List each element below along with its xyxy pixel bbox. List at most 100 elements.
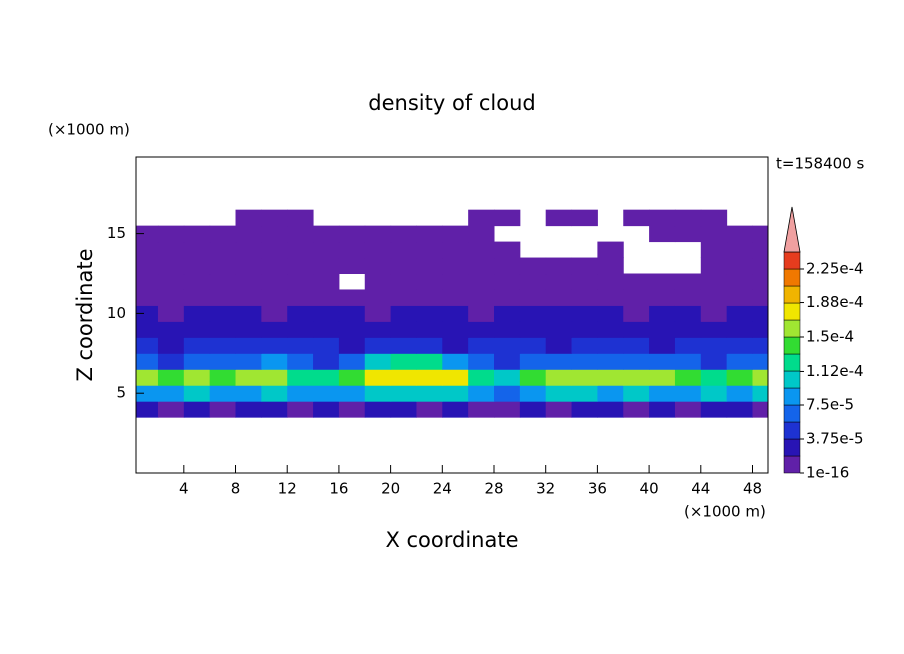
field-cell bbox=[136, 257, 159, 275]
field-cell bbox=[390, 337, 417, 354]
field-cell bbox=[752, 305, 768, 322]
field-cell bbox=[209, 401, 237, 418]
field-cell bbox=[649, 321, 676, 338]
field-cell bbox=[338, 257, 366, 275]
field-cell bbox=[287, 241, 314, 259]
y-tick-label: 15 bbox=[107, 224, 126, 242]
field-cell bbox=[468, 225, 495, 243]
x-tick-label: 20 bbox=[381, 480, 400, 498]
field-cell bbox=[136, 353, 159, 370]
field-cell bbox=[157, 273, 185, 290]
x-tick-label: 44 bbox=[691, 480, 710, 498]
field-cell bbox=[183, 241, 211, 259]
field-cell bbox=[157, 225, 185, 243]
field-cell bbox=[468, 353, 495, 370]
field-cell bbox=[364, 241, 392, 259]
field-cell bbox=[364, 369, 392, 386]
field-cell bbox=[157, 321, 185, 338]
field-cell bbox=[726, 273, 753, 290]
field-cell bbox=[545, 401, 573, 418]
field-cell bbox=[183, 273, 211, 290]
field-cell bbox=[571, 369, 598, 386]
field-cell bbox=[545, 305, 573, 322]
field-cell bbox=[752, 241, 768, 259]
field-cell bbox=[468, 337, 495, 354]
field-cell bbox=[136, 305, 159, 322]
field-cell bbox=[494, 353, 521, 370]
field-cell bbox=[597, 385, 624, 402]
x-tick-label: 12 bbox=[278, 480, 297, 498]
field-cell bbox=[390, 305, 417, 322]
field-cell bbox=[623, 353, 650, 370]
field-cell bbox=[597, 401, 624, 418]
field-cell bbox=[519, 369, 547, 386]
field-cell bbox=[623, 401, 650, 418]
field-cell bbox=[157, 369, 185, 386]
colorbar-label: 1e-16 bbox=[806, 464, 849, 482]
field-cell bbox=[416, 241, 443, 259]
x-tick-label: 4 bbox=[179, 480, 189, 498]
field-cell bbox=[338, 225, 366, 243]
field-cell bbox=[338, 289, 366, 306]
field-cell bbox=[494, 337, 521, 354]
field-cell bbox=[287, 353, 314, 370]
field-cell bbox=[726, 305, 753, 322]
field-cell bbox=[623, 337, 650, 354]
field-cell bbox=[494, 289, 521, 306]
field-cell bbox=[597, 353, 624, 370]
field-cell bbox=[261, 289, 288, 306]
field-cell bbox=[261, 369, 288, 386]
field-cell bbox=[649, 209, 676, 227]
field-cell bbox=[390, 369, 417, 386]
field-cell bbox=[287, 401, 314, 418]
field-cell bbox=[235, 257, 262, 275]
field-cell bbox=[183, 305, 211, 322]
field-cell bbox=[390, 289, 417, 306]
field-cell bbox=[157, 305, 185, 322]
field-cell bbox=[338, 321, 366, 338]
field-cell bbox=[468, 289, 495, 306]
field-cell bbox=[209, 337, 237, 354]
field-cell bbox=[209, 353, 237, 370]
field-cell bbox=[235, 401, 262, 418]
colorbar-label: 2.25e-4 bbox=[806, 260, 864, 278]
field-cell bbox=[364, 289, 392, 306]
field-cell bbox=[519, 353, 547, 370]
field-cell bbox=[338, 401, 366, 418]
field-cell bbox=[442, 369, 469, 386]
field-cell bbox=[416, 385, 443, 402]
field-cell bbox=[623, 289, 650, 306]
field-cell bbox=[597, 273, 624, 290]
field-cell bbox=[390, 257, 417, 275]
field-cell bbox=[235, 369, 262, 386]
field-cell bbox=[752, 401, 768, 418]
field-cell bbox=[390, 353, 417, 370]
field-cell bbox=[313, 305, 340, 322]
field-cell bbox=[183, 369, 211, 386]
field-cell bbox=[442, 241, 469, 259]
field-cell bbox=[261, 385, 288, 402]
field-cell bbox=[364, 337, 392, 354]
field-cell bbox=[494, 209, 521, 227]
colorbar-box bbox=[783, 251, 801, 270]
field-cell bbox=[442, 385, 469, 402]
field-cell bbox=[649, 385, 676, 402]
field-cell bbox=[674, 401, 702, 418]
field-cell bbox=[235, 225, 262, 243]
field-cell bbox=[261, 321, 288, 338]
field-cell bbox=[519, 257, 547, 275]
colorbar-box bbox=[783, 353, 801, 372]
field-cell bbox=[261, 273, 288, 290]
field-cell bbox=[183, 257, 211, 275]
y-tick-label: 5 bbox=[116, 384, 126, 402]
field-cell bbox=[468, 305, 495, 322]
field-cell bbox=[136, 401, 159, 418]
field-cell bbox=[674, 321, 702, 338]
field-cell bbox=[726, 225, 753, 243]
field-cell bbox=[674, 369, 702, 386]
field-cell bbox=[519, 385, 547, 402]
field-cell bbox=[571, 353, 598, 370]
field-cell bbox=[597, 241, 624, 259]
field-cell bbox=[597, 321, 624, 338]
field-cell bbox=[700, 369, 728, 386]
